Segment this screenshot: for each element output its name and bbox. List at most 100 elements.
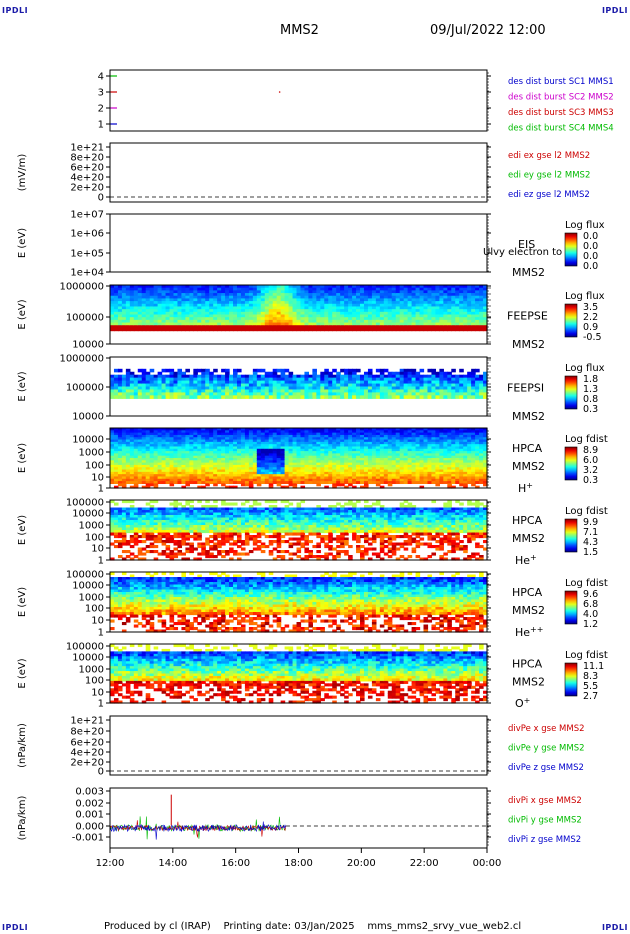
feepsi-cell: [280, 380, 286, 385]
hpca-he-cell: [133, 507, 139, 511]
hpca-h-cell: [240, 441, 246, 445]
hpca-h-cell: [447, 476, 452, 480]
hpca-h-cell: [113, 467, 119, 471]
hpca-h-cell: [137, 432, 143, 436]
hpca-h-cell: [133, 432, 139, 436]
feepsi-cell: [475, 386, 480, 391]
hpca-h-cell: [268, 474, 274, 478]
feepse-cell: [225, 301, 230, 305]
hpca-h-cell: [316, 446, 321, 450]
hpca-h-cell: [288, 444, 294, 448]
hpca-h-cell: [236, 455, 242, 459]
feepsi-cell: [240, 389, 246, 393]
hpca-h-cell: [280, 462, 286, 466]
feepse-cell: [260, 309, 266, 313]
hpca-h-cell: [340, 432, 345, 436]
hpca-h-cell: [173, 453, 179, 457]
hpca-h-cell: [447, 432, 452, 436]
hpca-h-cell: [145, 467, 151, 471]
feepse-cell: [467, 298, 472, 302]
hpca-h-cell: [379, 444, 385, 448]
feepsi-cell: [447, 395, 452, 399]
hpca-h-cell: [189, 446, 194, 450]
feepse-cell: [252, 301, 258, 305]
hpca-h-cell: [324, 485, 329, 489]
hpca-h-cell: [391, 458, 397, 461]
feepse-cell: [264, 303, 270, 308]
feepsi-cell: [113, 377, 119, 382]
feepsi-cell: [320, 395, 325, 399]
feepse-cell: [113, 319, 119, 324]
hpca-h-cell: [248, 428, 254, 431]
feepse-cell: [399, 295, 405, 300]
feepsi-cell: [399, 374, 405, 379]
feepsi-cell: [320, 389, 325, 393]
hpca-h-cell: [292, 434, 298, 438]
feepse-cell: [320, 309, 325, 313]
hpca-h-cell: [356, 444, 361, 448]
hpca-h-cell: [276, 458, 282, 461]
feepse-cell: [360, 322, 365, 326]
hpca-h-cell: [467, 453, 472, 457]
hpca-h-cell: [427, 469, 433, 473]
feepse-cell: [439, 314, 444, 318]
hpca-h-cell: [391, 437, 397, 441]
hpca-h-cell: [411, 474, 417, 478]
hpca-h-cell: [391, 474, 397, 478]
hpca-h-cell: [467, 439, 472, 443]
hpca-h-cell: [471, 481, 476, 484]
hpca-h-cell: [229, 471, 234, 475]
hpca-h-cell: [463, 476, 468, 480]
hpca-h-cell: [308, 474, 313, 478]
feepsi-cell: [209, 392, 214, 396]
feepsi-cell: [240, 386, 246, 391]
hpca-h-cell: [197, 485, 202, 489]
feepsi-cell: [193, 383, 198, 388]
hpca-h-cell: [423, 481, 429, 484]
feepsi-cell: [280, 374, 286, 379]
feepse-cell: [236, 311, 242, 316]
hpca-he-cell: [121, 532, 127, 536]
feepse-cell: [225, 290, 230, 294]
feepse-cell: [447, 285, 452, 289]
hpca-h-cell: [395, 453, 401, 457]
hpca-h-cell: [475, 428, 480, 431]
feepse-cell: [455, 327, 460, 332]
feepsi-cell: [225, 383, 230, 388]
feepse-cell: [475, 314, 480, 318]
feepse-cell: [129, 317, 135, 321]
hpca-h-cell: [320, 474, 325, 478]
hpca-h-cell: [379, 476, 385, 480]
feepse-cell: [407, 319, 413, 324]
feepse-cell: [189, 295, 194, 300]
hpca-h-cell: [280, 458, 286, 461]
hpca-h-cell: [233, 455, 238, 459]
hpca-h-cell: [344, 478, 349, 482]
feepse-cell: [252, 311, 258, 316]
hpca-h-cell: [252, 448, 258, 452]
hpca-h-cell: [455, 455, 460, 459]
hpca-h-cell: [324, 428, 329, 431]
feepsi-cell: [205, 374, 210, 379]
hpca-h-cell: [336, 434, 341, 438]
hpca-h-cell: [121, 428, 127, 431]
feepse-cell: [292, 290, 298, 294]
hpca-h-cell: [463, 439, 468, 443]
hpca-h-cell: [169, 446, 175, 450]
hpca-he-cell: [129, 545, 135, 549]
hpca-h-cell: [399, 455, 405, 459]
feepse-cell: [272, 293, 278, 297]
hpca-h-cell: [383, 476, 389, 480]
hpca-h-cell: [379, 451, 385, 454]
hpca-h-cell: [217, 428, 222, 431]
hpca-h-cell: [240, 458, 246, 461]
feepse-cell: [431, 325, 437, 329]
hpca-h-cell: [407, 432, 413, 436]
feepse-cell: [399, 290, 405, 294]
feepse-cell: [284, 322, 290, 326]
hpca-h-cell: [407, 469, 413, 473]
feepse-cell: [451, 287, 456, 291]
hpca-he-cell: [137, 540, 143, 544]
datetime-title: 09/Jul/2022 12:00: [430, 23, 546, 38]
feepse-cell: [165, 285, 171, 289]
